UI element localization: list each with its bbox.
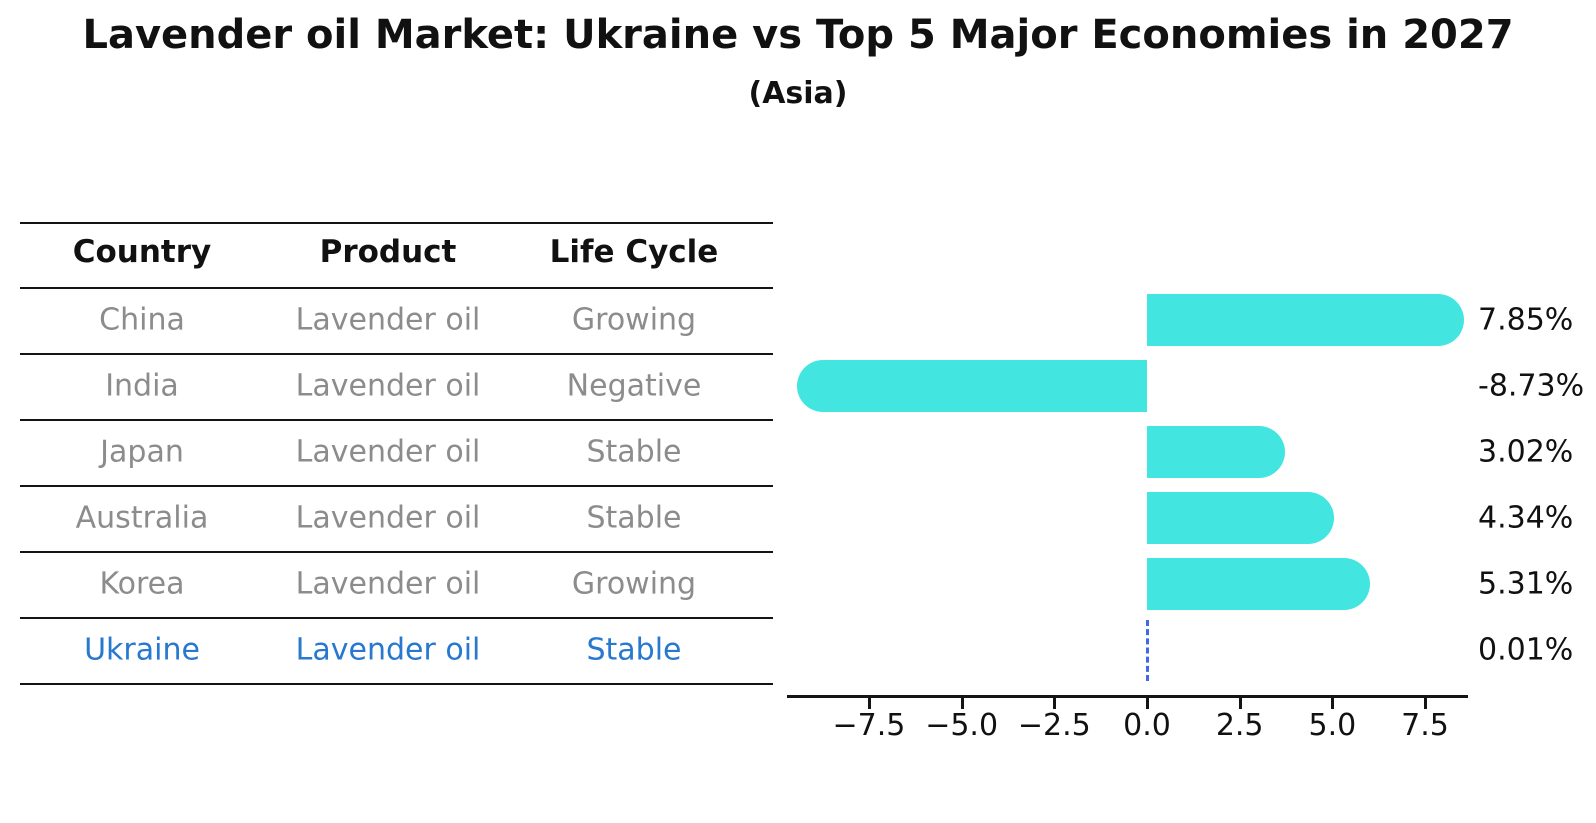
table-cell-product: Lavender oil xyxy=(295,632,481,668)
table-cell-life-cycle: Negative xyxy=(566,368,702,404)
table-cell-life-cycle: Growing xyxy=(571,566,697,602)
table-cell-country: Ukraine xyxy=(84,632,200,668)
x-axis-tick-label: 5.0 xyxy=(1308,708,1357,743)
table-cell-country: Japan xyxy=(100,434,184,470)
x-axis-tick xyxy=(1331,698,1335,709)
x-axis-tick-label: −2.5 xyxy=(1017,708,1091,743)
x-axis-tick-label: 2.5 xyxy=(1215,708,1264,743)
value-label-china: 7.85% xyxy=(1478,302,1574,338)
zero-dashed-line xyxy=(1146,620,1149,681)
x-axis-tick xyxy=(1146,698,1149,709)
x-axis-tick xyxy=(960,698,964,709)
x-axis-tick-label: −7.5 xyxy=(832,708,906,743)
bar-japan xyxy=(1147,426,1285,478)
bar-korea xyxy=(1147,558,1370,610)
x-axis-spine xyxy=(787,695,1468,698)
chart-subtitle: (Asia) xyxy=(748,76,848,111)
value-label-ukraine: 0.01% xyxy=(1478,632,1574,668)
table-row-divider xyxy=(20,353,773,355)
x-axis-tick xyxy=(1424,698,1428,709)
x-axis-tick-label: 0.0 xyxy=(1123,708,1171,743)
table-header-country: Country xyxy=(72,234,212,270)
table-cell-product: Lavender oil xyxy=(295,368,481,404)
table-row-divider xyxy=(20,485,773,487)
table-cell-product: Lavender oil xyxy=(295,500,481,536)
table-cell-life-cycle: Growing xyxy=(571,302,697,338)
bar-india xyxy=(797,360,1147,412)
table-cell-country: India xyxy=(105,368,179,404)
table-row-divider xyxy=(20,287,773,289)
table-cell-life-cycle: Stable xyxy=(586,434,682,470)
table-row-divider xyxy=(20,683,773,685)
table-cell-product: Lavender oil xyxy=(295,434,481,470)
table-header-product: Product xyxy=(319,234,457,270)
table-header-life-cycle: Life Cycle xyxy=(549,234,719,270)
x-axis-tick-label: −5.0 xyxy=(925,708,999,743)
table-row-divider xyxy=(20,617,773,619)
table-row-divider xyxy=(20,222,773,224)
table-cell-product: Lavender oil xyxy=(295,302,481,338)
value-label-korea: 5.31% xyxy=(1478,566,1574,602)
x-axis-tick-label: 7.5 xyxy=(1401,708,1449,743)
value-label-australia: 4.34% xyxy=(1478,500,1574,536)
value-label-india: -8.73% xyxy=(1478,368,1585,404)
bar-australia xyxy=(1147,492,1334,544)
bar-china xyxy=(1147,294,1464,346)
table-cell-country: Korea xyxy=(99,566,185,602)
x-axis-tick xyxy=(1238,698,1242,709)
table-cell-life-cycle: Stable xyxy=(586,632,682,668)
table-row-divider xyxy=(20,419,773,421)
chart-title: Lavender oil Market: Ukraine vs Top 5 Ma… xyxy=(82,12,1514,58)
table-row-divider xyxy=(20,551,773,553)
value-label-japan: 3.02% xyxy=(1478,434,1574,470)
table-cell-product: Lavender oil xyxy=(295,566,481,602)
table-cell-country: China xyxy=(99,302,185,338)
x-axis-tick xyxy=(867,698,871,709)
table-cell-life-cycle: Stable xyxy=(586,500,682,536)
x-axis-tick xyxy=(1053,698,1057,709)
table-cell-country: Australia xyxy=(75,500,209,536)
